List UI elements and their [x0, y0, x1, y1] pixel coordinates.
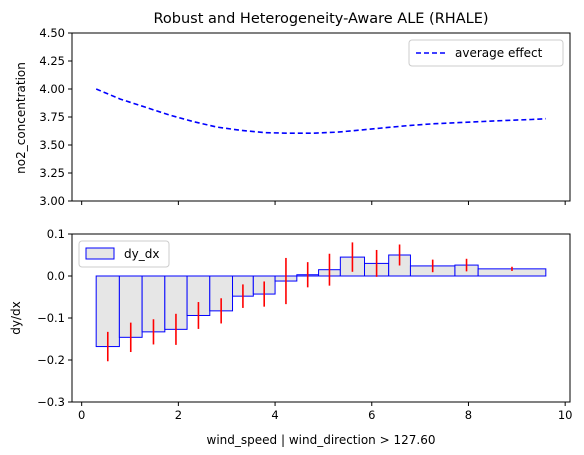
bottom-x-tick-label: 10: [558, 408, 573, 422]
top-y-tick-label: 3.00: [39, 194, 65, 208]
bottom-y-tick-label: −0.3: [37, 395, 65, 409]
bottom-y-tick-label: 0.1: [47, 227, 65, 241]
bottom-legend-label: dy_dx: [124, 247, 159, 261]
bottom-legend: dy_dx: [78, 240, 170, 268]
top-legend-box: [408, 39, 564, 67]
top-y-tick-label: 3.75: [39, 110, 65, 124]
top-x-ticks: [81, 201, 566, 205]
top-y-tick-label: 3.25: [39, 166, 65, 180]
top-legend-label: average effect: [455, 46, 543, 60]
bottom-x-axis-label: wind_speed | wind_direction > 127.60: [207, 433, 436, 447]
bottom-plot-area: [95, 242, 547, 362]
bottom-x-tick-label: 2: [175, 408, 182, 422]
top-y-tick-label: 4.25: [39, 54, 65, 68]
top-plot-area: [95, 88, 546, 134]
bottom-y-ticks: −0.3 −0.2 −0.1 0.0 0.1: [37, 227, 72, 409]
bottom-x-tick-label: 4: [271, 408, 278, 422]
top-legend: average effect: [408, 39, 564, 67]
top-y-tick-label: 4.00: [39, 82, 65, 96]
top-y-tick-label: 4.50: [39, 26, 65, 40]
bottom-x-tick-label: 6: [368, 408, 375, 422]
bottom-x-ticks: 0 2 4 6 8 10: [78, 402, 572, 422]
average-effect-line: [95, 88, 546, 134]
bottom-legend-swatch: [85, 247, 115, 260]
top-y-axis-label: no2_concentration: [14, 62, 28, 174]
bottom-y-axis-label: dy/dx: [9, 301, 23, 334]
bottom-y-tick-label: 0.0: [47, 269, 65, 283]
bottom-y-tick-label: −0.1: [37, 311, 65, 325]
bottom-x-tick-label: 0: [78, 408, 85, 422]
top-axes-frame: [71, 32, 571, 202]
bottom-x-tick-label: 8: [465, 408, 472, 422]
top-y-tick-label: 3.50: [39, 138, 65, 152]
top-y-ticks: 3.00 3.25 3.50 3.75 4.00 4.25 4.50: [39, 26, 72, 208]
top-panel: Robust and Heterogeneity-Aware ALE (RHAL…: [14, 11, 571, 208]
top-chart-title: Robust and Heterogeneity-Aware ALE (RHAL…: [153, 11, 488, 27]
bottom-panel: dy/dx wind_speed | wind_direction > 127.…: [9, 227, 572, 447]
bottom-axes-frame: [71, 233, 571, 403]
bottom-y-tick-label: −0.2: [37, 353, 65, 367]
